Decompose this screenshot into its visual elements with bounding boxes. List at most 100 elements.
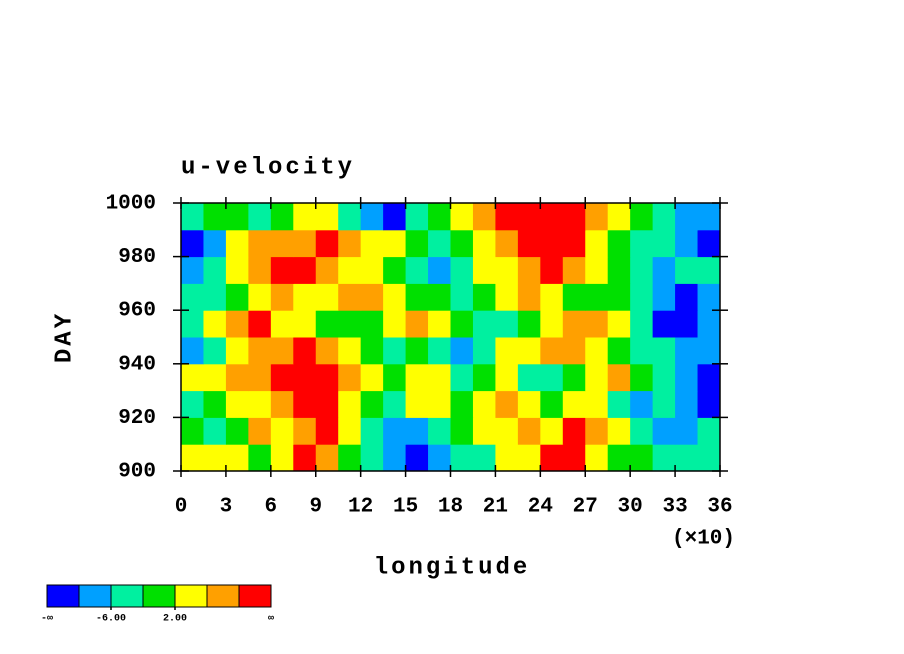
heat-cell: [450, 283, 474, 311]
heat-cell: [697, 310, 721, 338]
heat-cell: [562, 363, 586, 392]
heat-cell: [540, 283, 564, 311]
heat-cell: [181, 390, 204, 418]
heat-cell: [338, 337, 362, 365]
heat-cell: [293, 256, 317, 284]
heat-cell: [450, 203, 474, 231]
heat-cell: [428, 256, 451, 284]
heat-cell: [585, 444, 609, 472]
heat-cell: [450, 337, 474, 365]
heat-cell: [405, 444, 429, 472]
heat-cell: [517, 417, 541, 445]
heat-cell: [315, 229, 339, 258]
y-tick-label: 920: [118, 407, 156, 430]
heat-cell: [495, 444, 519, 472]
heat-cell: [405, 417, 429, 445]
heat-cell: [652, 310, 676, 338]
heat-cell: [675, 337, 699, 365]
heat-cell: [495, 256, 519, 284]
heat-cell: [652, 229, 676, 258]
heat-cell: [293, 229, 317, 258]
heat-cell: [472, 256, 496, 284]
colorbar-box: [110, 584, 144, 608]
heat-cell: [697, 444, 721, 472]
heat-cell: [181, 310, 204, 338]
heat-cell: [450, 444, 474, 472]
colorbar-label: ∞: [268, 614, 274, 625]
heat-cell: [562, 337, 586, 365]
heat-cell: [360, 283, 384, 311]
heat-cell: [630, 337, 654, 365]
heat-cell: [495, 203, 519, 231]
heat-cell: [181, 444, 204, 472]
heat-cell: [315, 417, 339, 445]
heat-cell: [495, 337, 519, 365]
heat-cell: [428, 337, 451, 365]
heat-cell: [472, 390, 496, 418]
heat-cell: [293, 283, 317, 311]
heat-cell: [181, 417, 204, 445]
heat-cell: [652, 256, 676, 284]
heat-cell: [428, 283, 451, 311]
heat-cell: [203, 256, 227, 284]
heat-cell: [315, 283, 339, 311]
heat-cell: [225, 229, 249, 258]
heat-cell: [630, 229, 654, 258]
heat-cell: [225, 310, 249, 338]
heat-cell: [495, 390, 519, 418]
heat-cell: [472, 337, 496, 365]
heat-cell: [562, 417, 586, 445]
heat-cell: [315, 310, 339, 338]
x-tick-label: 6: [265, 496, 278, 519]
colorbar-label: -6.00: [96, 614, 126, 625]
x-tick-label: 15: [393, 496, 418, 519]
heat-cell: [652, 283, 676, 311]
heat-cell: [540, 417, 564, 445]
heat-cell: [630, 310, 654, 338]
heat-cell: [338, 256, 362, 284]
heat-cell: [472, 283, 496, 311]
heat-cell: [697, 337, 721, 365]
heat-cell: [248, 337, 272, 365]
heat-cell: [360, 337, 384, 365]
heat-cell: [360, 417, 384, 445]
heat-cell: [585, 417, 609, 445]
heat-cell: [383, 229, 407, 258]
heat-cell: [203, 363, 227, 392]
heat-cell: [338, 203, 362, 231]
heat-cell: [181, 283, 204, 311]
heat-cell: [675, 203, 699, 231]
heat-cell: [675, 390, 699, 418]
heat-cell: [405, 337, 429, 365]
heat-cell: [383, 417, 407, 445]
heat-cell: [248, 203, 272, 231]
colorbar-label: -∞: [41, 614, 53, 625]
heat-cell: [225, 283, 249, 311]
heat-cell: [338, 283, 362, 311]
heat-cell: [517, 229, 541, 258]
heat-cell: [540, 229, 564, 258]
heat-cell: [540, 310, 564, 338]
heat-cell: [675, 417, 699, 445]
x-tick-label: 12: [348, 496, 373, 519]
colorbar-box: [78, 584, 112, 608]
heat-cell: [428, 363, 451, 392]
heat-cell: [630, 203, 654, 231]
heat-cell: [360, 256, 384, 284]
heat-cell: [630, 390, 654, 418]
heat-cell: [495, 417, 519, 445]
heat-cell: [450, 229, 474, 258]
heat-cell: [472, 363, 496, 392]
heat-cell: [428, 203, 451, 231]
chart-title: u-velocity: [181, 154, 355, 181]
y-tick-label: 900: [118, 461, 156, 484]
heat-cell: [630, 444, 654, 472]
heat-cell: [203, 203, 227, 231]
heat-cell: [697, 283, 721, 311]
heat-cell: [383, 444, 407, 472]
heat-cell: [360, 363, 384, 392]
heat-cell: [225, 256, 249, 284]
colorbar-box: [174, 584, 208, 608]
heat-cell: [248, 310, 272, 338]
heat-cell: [383, 390, 407, 418]
